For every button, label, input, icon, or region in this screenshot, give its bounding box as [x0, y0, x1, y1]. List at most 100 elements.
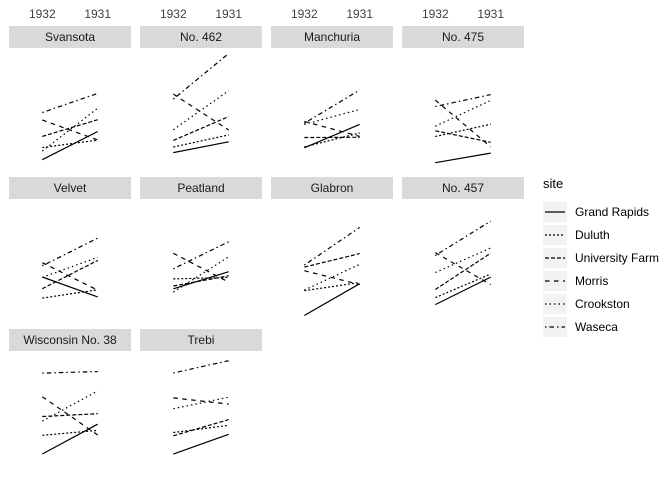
- series-line-grand-rapids: [42, 130, 98, 161]
- facet-panel-no-475: [434, 94, 492, 164]
- series-line-waseca: [42, 237, 98, 267]
- series-line-morris: [42, 262, 98, 291]
- facet-panel-peatland: [172, 241, 230, 293]
- series-line-grand-rapids: [42, 276, 98, 298]
- series-line-university-farm: [173, 275, 229, 287]
- series-line-duluth: [304, 281, 360, 292]
- series-line-morris: [41, 396, 99, 436]
- series-line-duluth: [173, 424, 229, 434]
- legend-label: Crookston: [575, 297, 630, 311]
- facet-panel-trebi: [173, 360, 229, 455]
- series-line-waseca: [173, 241, 229, 270]
- series-line-waseca: [172, 53, 230, 100]
- legend-entries: Grand Rapids Duluth University Farm Morris C…: [543, 202, 659, 337]
- series-line-duluth: [42, 139, 98, 149]
- x-axis-label-1932: 1932: [28, 7, 56, 21]
- legend-key-duluth-linetype-icon: [543, 225, 567, 245]
- series-line-crookston: [304, 108, 360, 125]
- series-line-university-farm: [435, 130, 491, 143]
- legend-key-morris-linetype-icon: [543, 271, 567, 291]
- series-line-waseca: [173, 360, 229, 374]
- series-line-crookston: [435, 99, 491, 127]
- series-line-morris: [173, 252, 229, 283]
- series-line-crookston: [172, 90, 230, 131]
- facet-panel-manchuria: [303, 89, 361, 149]
- series-line-waseca: [435, 94, 491, 108]
- series-line-morris: [434, 252, 492, 286]
- series-line-grand-rapids: [173, 141, 229, 154]
- facet-strip-peatland: Peatland: [140, 177, 262, 199]
- series-line-crookston: [42, 390, 98, 422]
- facet-panel-svansota: [41, 92, 99, 161]
- series-line-waseca: [303, 89, 361, 124]
- facet-panel-glabron: [303, 226, 361, 317]
- legend-label: Morris: [575, 274, 609, 288]
- series-line-duluth: [173, 276, 229, 280]
- legend-entry-morris: Morris: [543, 271, 659, 291]
- facet-strip-svansota: Svansota: [9, 26, 131, 48]
- series-line-crookston: [42, 256, 98, 278]
- x-axis-label-1932: 1932: [290, 7, 318, 21]
- series-line-university-farm: [304, 253, 360, 268]
- series-line-morris: [172, 93, 230, 131]
- legend-entry-grand-rapids: Grand Rapids: [543, 202, 659, 222]
- series-line-grand-rapids: [435, 276, 491, 306]
- series-line-morris: [304, 270, 360, 286]
- series-line-university-farm: [42, 119, 98, 137]
- series-line-duluth: [42, 429, 98, 436]
- legend-key-grand-rapids-linetype-icon: [543, 202, 567, 222]
- series-line-crookston: [304, 263, 360, 291]
- series-line-grand-rapids: [435, 152, 491, 164]
- x-axis-label-1931: 1931: [346, 7, 374, 21]
- series-line-university-farm: [173, 116, 229, 141]
- series-line-morris: [434, 99, 492, 148]
- series-line-duluth: [42, 289, 98, 299]
- series-line-grand-rapids: [173, 433, 229, 455]
- x-axis-label-1931: 1931: [477, 7, 505, 21]
- series-line-morris: [173, 397, 229, 405]
- series-line-crookston: [173, 396, 229, 410]
- legend-title: site: [543, 176, 564, 191]
- legend-entry-duluth: Duluth: [543, 225, 659, 245]
- legend-entry-crookston: Crookston: [543, 294, 659, 314]
- x-axis-label-1931: 1931: [215, 7, 243, 21]
- series-line-crookston: [172, 256, 230, 293]
- series-line-crookston: [435, 247, 491, 274]
- facet-strip-wisconsin-no-38: Wisconsin No. 38: [9, 329, 131, 351]
- series-line-duluth: [173, 134, 229, 148]
- facet-panel-wisconsin-no-38: [41, 371, 99, 455]
- series-line-morris: [42, 119, 98, 141]
- x-axis-label-1931: 1931: [84, 7, 112, 21]
- legend: site Grand Rapids Duluth University Farm Mo…: [543, 176, 659, 340]
- series-line-waseca: [42, 92, 98, 114]
- series-line-waseca: [303, 226, 361, 266]
- series-line-university-farm: [42, 259, 98, 290]
- facet-strip-manchuria: Manchuria: [271, 26, 393, 48]
- facet-panel-no-462: [172, 53, 230, 154]
- x-axis-label-1932: 1932: [159, 7, 187, 21]
- facet-strip-glabron: Glabron: [271, 177, 393, 199]
- legend-entry-university-farm: University Farm: [543, 248, 659, 268]
- series-line-grand-rapids: [304, 283, 360, 317]
- series-line-waseca: [42, 371, 98, 374]
- series-line-duluth: [435, 273, 491, 299]
- facet-strip-trebi: Trebi: [140, 329, 262, 351]
- series-line-waseca: [434, 220, 492, 257]
- x-axis-label-1932: 1932: [421, 7, 449, 21]
- series-line-grand-rapids: [173, 271, 229, 290]
- legend-label: Grand Rapids: [575, 205, 650, 219]
- facet-strip-no-457: No. 457: [402, 177, 524, 199]
- series-line-grand-rapids: [304, 123, 360, 149]
- facet-panel-no-457: [434, 220, 492, 306]
- legend-key-waseca-linetype-icon: [543, 317, 567, 337]
- legend-entry-waseca: Waseca: [543, 317, 659, 337]
- facet-strip-velvet: Velvet: [9, 177, 131, 199]
- facet-strip-no-462: No. 462: [140, 26, 262, 48]
- series-line-morris: [304, 120, 360, 137]
- facet-strip-no-475: No. 475: [402, 26, 524, 48]
- series-line-duluth: [304, 132, 360, 148]
- series-line-duluth: [435, 123, 491, 138]
- legend-label: Waseca: [575, 320, 618, 334]
- legend-label: Duluth: [575, 228, 610, 242]
